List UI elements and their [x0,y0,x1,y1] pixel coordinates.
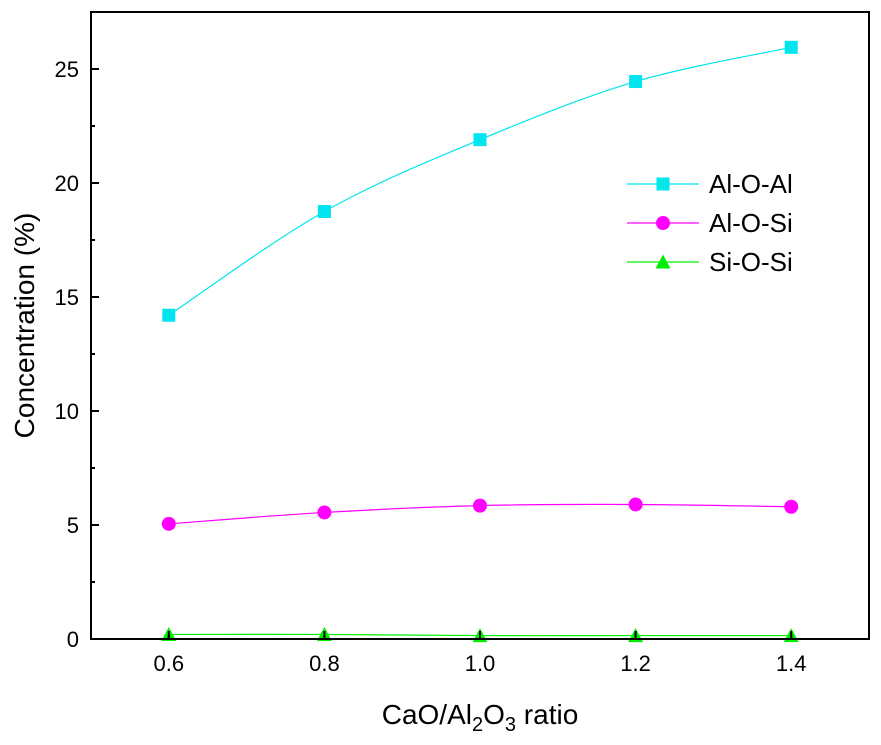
legend-item-si-o-si: Si-O-Si [627,247,793,277]
y-tick-label: 25 [55,57,79,82]
y-tick-label: 10 [55,399,79,424]
y-tick-label: 0 [67,627,79,652]
axis-layer: 0 5 10 15 20 25 0.6 0.8 1.0 1.2 1.4 [55,57,807,676]
data-point-al-o-al [162,308,176,322]
legend-label: Al-O-Si [709,208,793,238]
x-tick-label: 1.2 [620,651,651,676]
legend-label: Al-O-Al [709,169,793,199]
y-tick-label: 5 [67,513,79,538]
x-tick-label: 1.4 [776,651,807,676]
series-al-o-si [161,497,799,531]
series-layer [161,40,799,643]
data-point-al-o-si [628,497,643,512]
x-axis-title: CaO/Al2O3 ratio [382,699,579,736]
legend-marker [655,254,671,269]
series-al-o-al [162,40,798,322]
data-point-al-o-al [317,205,331,218]
y-tick-label: 20 [55,171,79,196]
series-line-al-o-al [168,46,792,316]
data-point-al-o-al [784,40,798,54]
plot-frame [90,11,870,640]
x-tick-label: 1.0 [465,651,496,676]
data-point-al-o-si [473,498,487,513]
legend-marker [656,177,670,191]
legend-item-al-o-si: Al-O-Si [627,208,793,238]
y-tick-label: 15 [55,285,79,310]
legend-item-al-o-al: Al-O-Al [627,169,793,199]
legend-marker [656,216,670,230]
x-tick-label: 0.8 [309,651,340,676]
legend: Al-O-Al Al-O-Si Si-O-Si [627,169,793,277]
legend-label: Si-O-Si [709,247,793,277]
data-point-al-o-al [629,75,643,89]
data-point-al-o-al [473,133,487,147]
y-axis-title: Concentration (%) [9,213,40,439]
data-point-al-o-si [161,516,176,531]
x-tick-label: 0.6 [154,651,185,676]
data-point-al-o-si [317,505,332,520]
data-point-al-o-si [784,499,799,514]
